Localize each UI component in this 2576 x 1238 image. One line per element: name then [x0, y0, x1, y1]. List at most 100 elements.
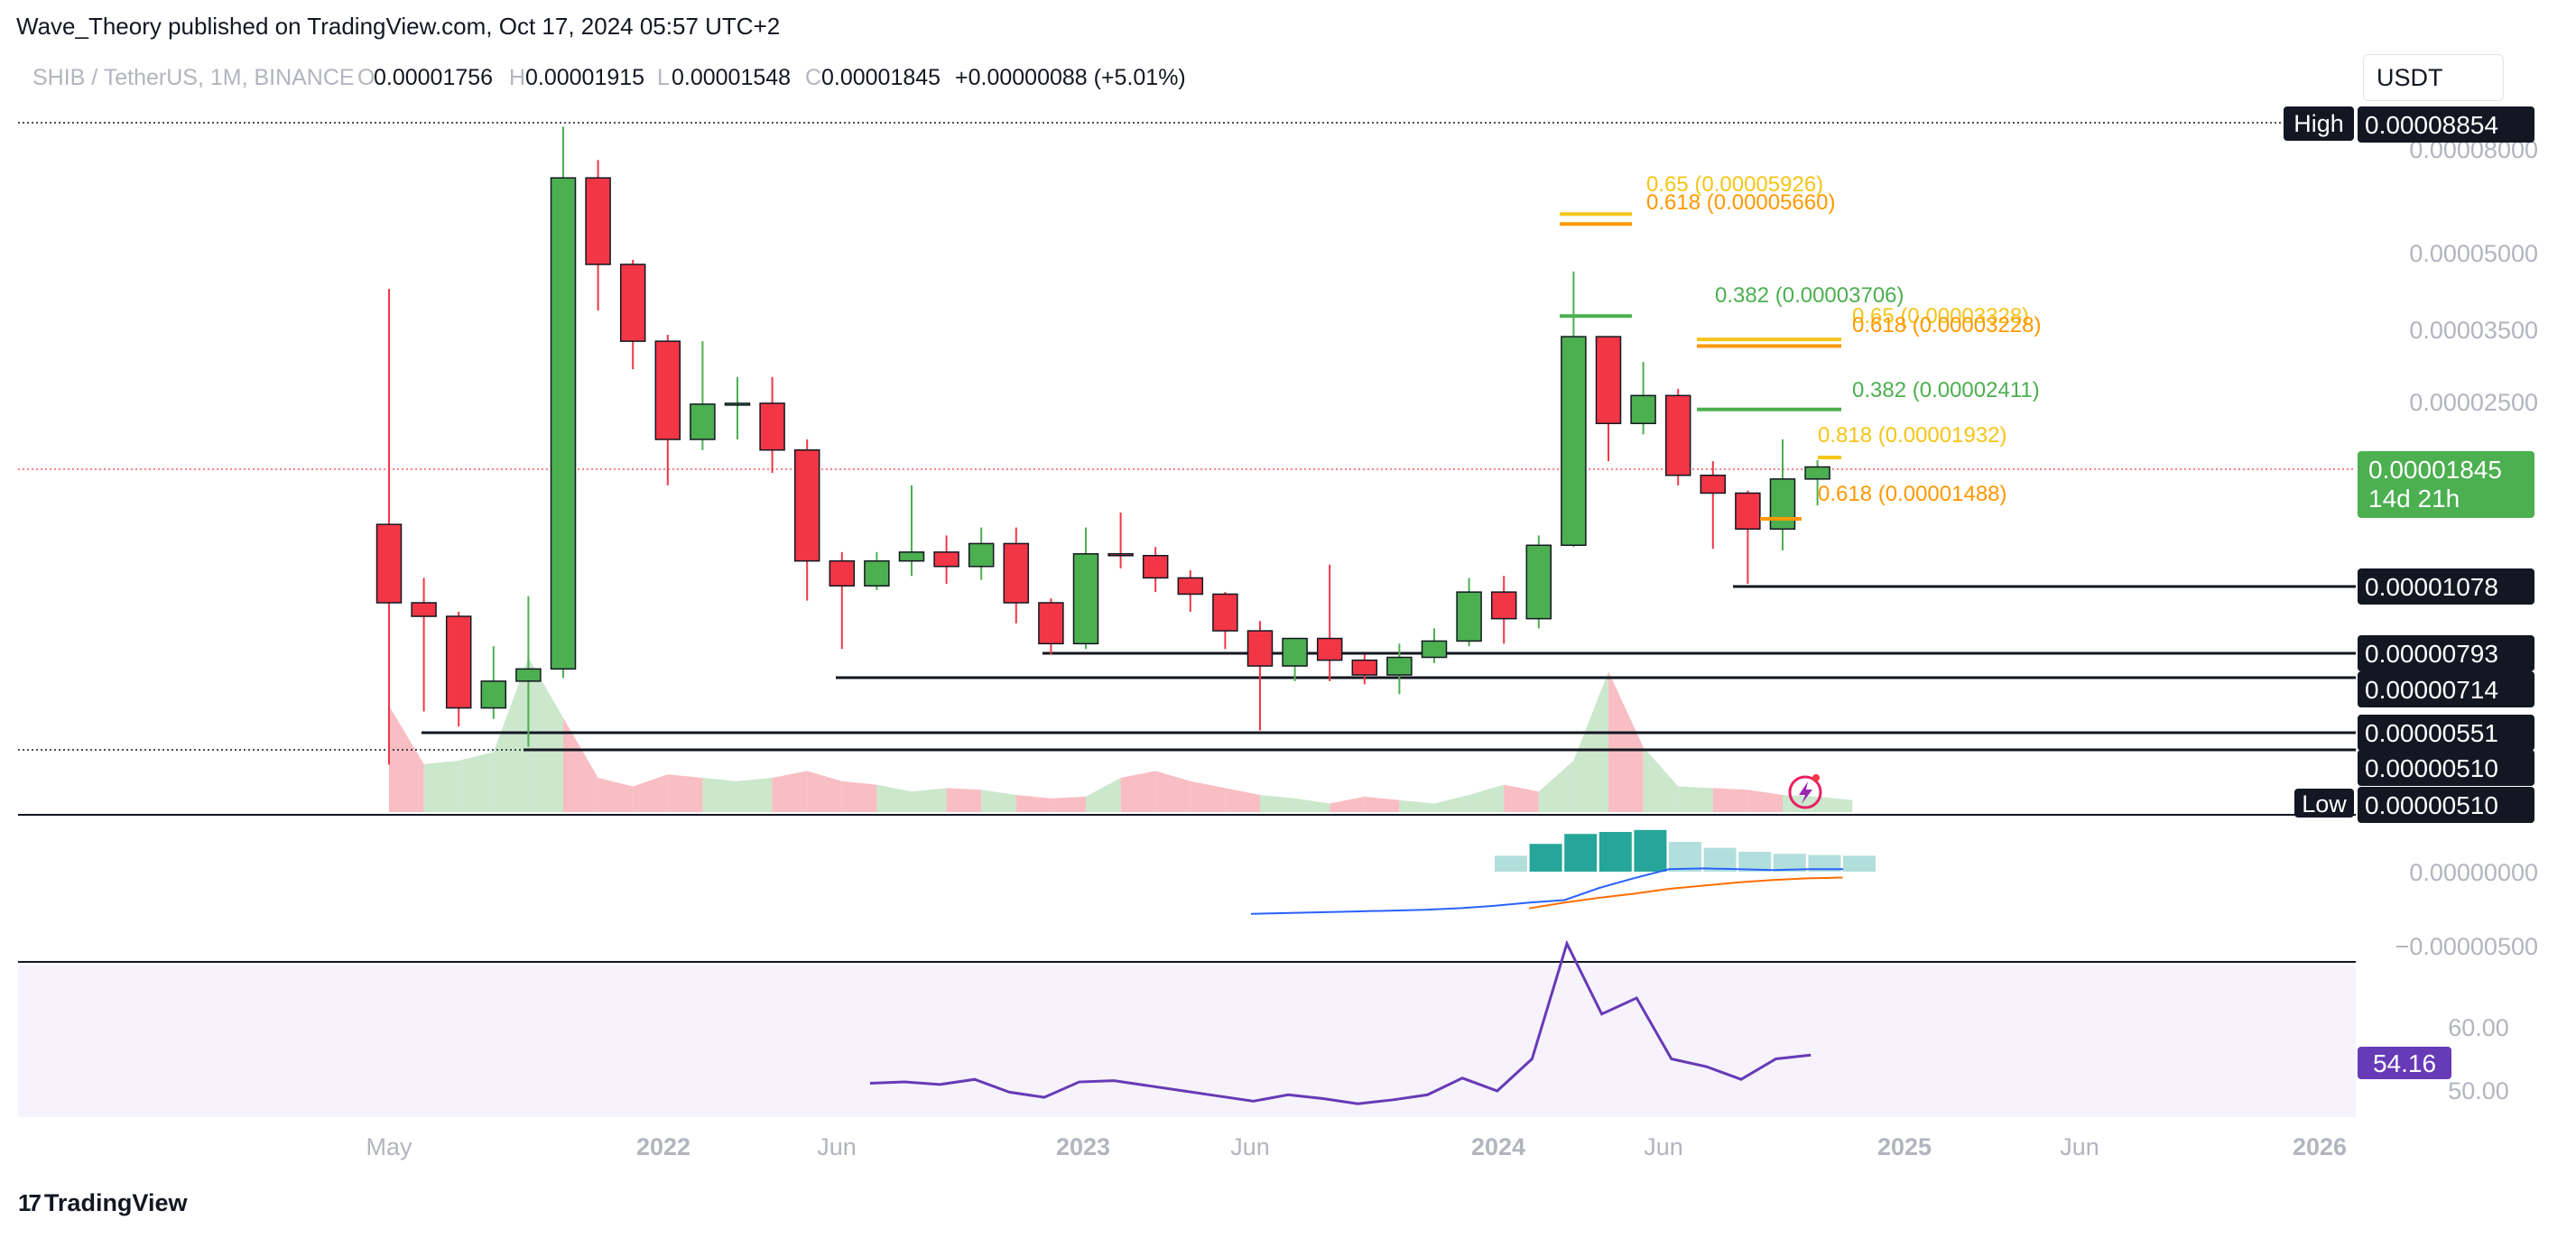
- candle: [1351, 654, 1378, 685]
- horizontal-levels-layer: [18, 122, 2356, 752]
- volume-area-segment: [459, 752, 494, 812]
- price-label-text: 0.00000714: [2365, 676, 2498, 704]
- volume-area-segment: [1364, 796, 1400, 812]
- volume-area-segment: [1225, 788, 1260, 812]
- candle: [550, 126, 577, 679]
- rsi-line: [869, 939, 1812, 1105]
- x-tick-label: Jun: [1230, 1133, 1270, 1160]
- price-label-bg: [2358, 568, 2534, 605]
- macd-y-tick-label: −0.00000500: [2395, 933, 2538, 960]
- volume-area-segment: [1573, 671, 1608, 812]
- volume-area-segment: [1538, 761, 1574, 812]
- volume-area-segment: [1469, 784, 1505, 812]
- volume-area-segment: [528, 658, 563, 812]
- candle: [759, 376, 785, 474]
- fib-level-label: 0.65 (0.00003328): [1852, 304, 2029, 328]
- volume-area-segment: [946, 788, 982, 812]
- candle-body: [1107, 553, 1134, 557]
- x-tick-label: 2025: [1877, 1133, 1932, 1160]
- volume-area-segment: [389, 706, 424, 812]
- volume-area-segment: [1015, 795, 1052, 812]
- high-label-bg: [2284, 106, 2354, 141]
- price-label-bg: [2358, 106, 2534, 143]
- x-tick-label: Jun: [2060, 1133, 2099, 1160]
- candle-body: [1351, 659, 1378, 676]
- candle: [411, 577, 437, 712]
- price-label-text: 0.00000510: [2365, 754, 2498, 782]
- fib-level-label: 0.382 (0.00002411): [1852, 378, 2040, 402]
- candle-body: [1038, 602, 1064, 645]
- low-label: Low: [2294, 789, 2354, 818]
- candle-body: [1282, 637, 1308, 667]
- candle: [1212, 592, 1238, 650]
- candle-body: [759, 402, 785, 451]
- volume-area-segment: [772, 771, 808, 812]
- price-label-bg: [2358, 635, 2534, 671]
- candle-body: [1003, 542, 1030, 604]
- symbol-label: SHIB / TetherUS, 1M, BINANCE: [32, 65, 355, 90]
- candle: [968, 527, 995, 580]
- y-tick-label: 0.00003500: [2409, 317, 2538, 344]
- price-label-bg: [2358, 787, 2534, 823]
- ohlc-open-value: 0.00001756: [374, 65, 493, 90]
- x-tick-label: Jun: [1644, 1133, 1683, 1160]
- y-tick-label: 0.00005000: [2409, 240, 2538, 267]
- macd-histogram-bar: [1495, 855, 1527, 872]
- flash-icon[interactable]: [1788, 774, 1822, 809]
- currency-selector[interactable]: USDT: [2363, 54, 2504, 101]
- ohlc-close-label: C: [805, 65, 821, 90]
- volume-area-segment: [1294, 798, 1330, 812]
- volume-area-segment: [633, 774, 668, 812]
- price-label: 0.00000714: [2358, 671, 2534, 707]
- candle: [480, 646, 507, 719]
- price-label-text: 0.00000510: [2365, 791, 2498, 819]
- candle-body: [690, 403, 716, 440]
- price-label: 0.00000510: [2358, 787, 2534, 823]
- candle-body: [550, 177, 577, 670]
- ohlc-high-label: H: [509, 65, 525, 90]
- volume-area-segment: [876, 784, 912, 812]
- candle: [515, 596, 542, 747]
- fib-levels-layer: 0.65 (0.00005926)0.618 (0.00005660) 0.382…: [1560, 172, 2042, 521]
- macd-histogram-bar: [1529, 844, 1562, 872]
- fib-level-label: 0.382 (0.00003706): [1715, 283, 1904, 308]
- volume-area-segment: [1155, 771, 1191, 812]
- volume-area-segment: [1643, 746, 1679, 812]
- candle-body: [933, 551, 959, 568]
- volume-area-segment: [423, 761, 459, 812]
- macd-histogram-bar: [1808, 855, 1841, 872]
- price-label: 0.00000793: [2358, 635, 2534, 671]
- volume-area-segment: [1608, 671, 1644, 812]
- rsi-value-label: 54.16: [2358, 1047, 2451, 1079]
- candle-body: [1804, 466, 1830, 480]
- macd-histogram-bar: [1669, 842, 1701, 872]
- macd-histogram-bar: [1738, 852, 1772, 872]
- volume-area-segment: [841, 781, 877, 812]
- y-tick-label: 0.00002500: [2409, 389, 2538, 416]
- volume-area-segment: [1712, 788, 1748, 812]
- candle: [829, 551, 856, 650]
- candle-body: [445, 615, 472, 709]
- candle: [1769, 439, 1796, 550]
- candle-body: [1769, 478, 1796, 531]
- tradingview-brand-text: TradingView: [43, 1189, 188, 1216]
- volume-area-layer: [389, 658, 1853, 812]
- candle: [1107, 512, 1134, 568]
- macd-histogram-bar: [1598, 832, 1632, 872]
- rsi-value-bg: [2358, 1047, 2451, 1079]
- last-price-countdown: 14d 21h: [2368, 485, 2460, 513]
- candle-body: [1316, 637, 1343, 661]
- price-label: 0.00008854: [2358, 106, 2534, 143]
- candle-body: [411, 602, 437, 617]
- macd-y-tick-label: 0.00000000: [2409, 859, 2538, 886]
- candle-body: [515, 668, 542, 682]
- candle-body: [480, 680, 507, 709]
- candle-body: [1246, 630, 1274, 667]
- price-label-bg: [2358, 671, 2534, 707]
- tradingview-logo[interactable]: 17 TradingView: [18, 1189, 187, 1217]
- candle-body: [1664, 394, 1691, 476]
- x-tick-label: 2023: [1056, 1133, 1110, 1160]
- candle-body: [1735, 492, 1761, 531]
